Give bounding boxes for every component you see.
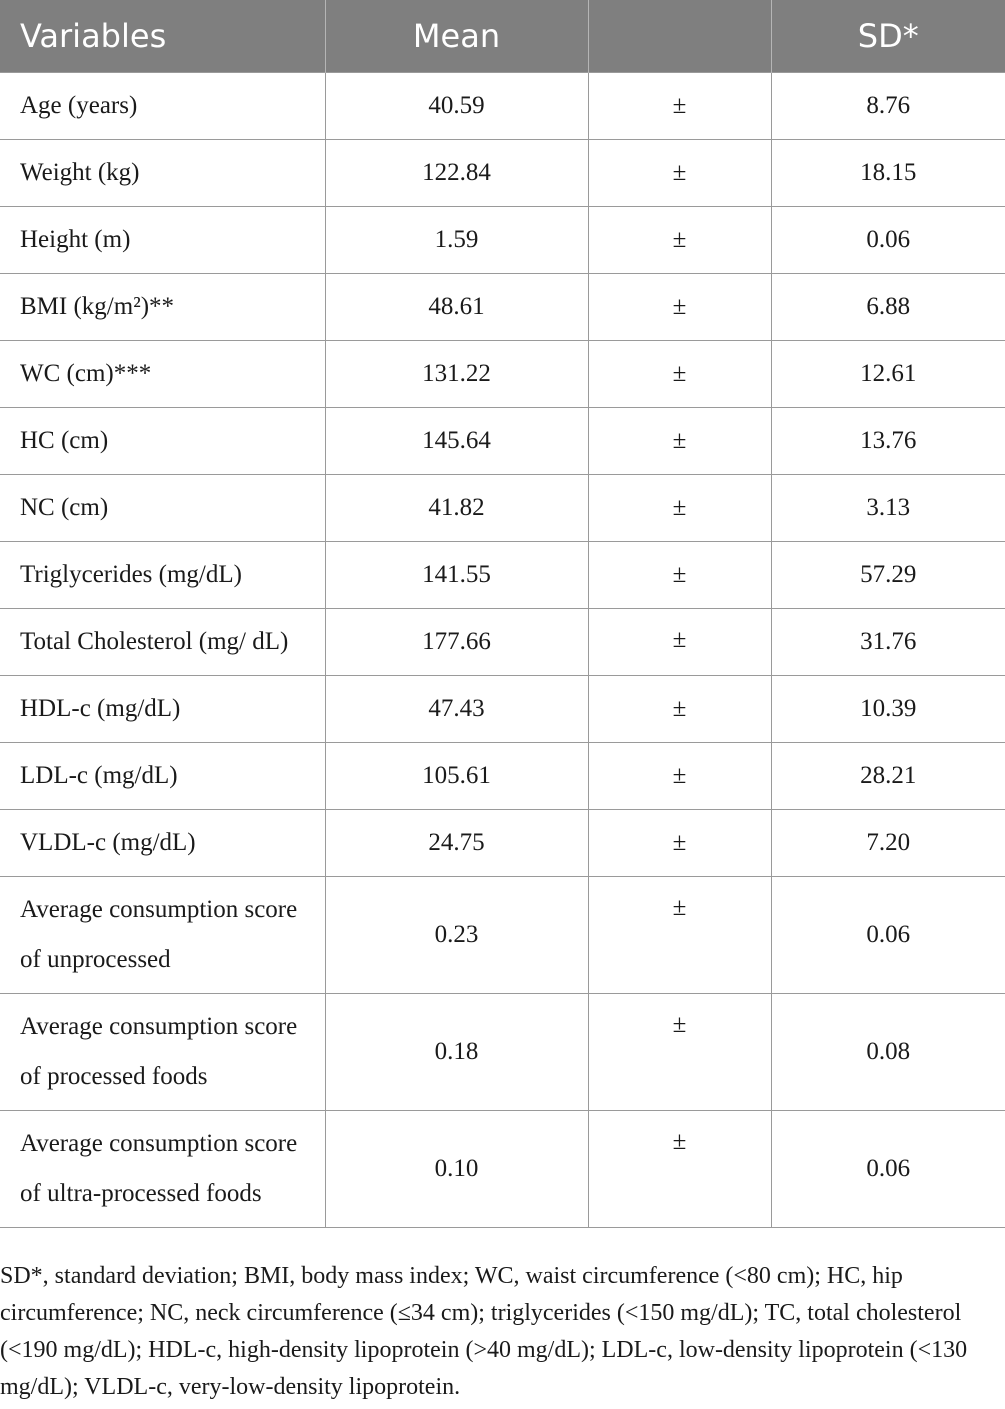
table-row: Height (m) 1.59 ±0.06 — [0, 207, 1005, 274]
data-table: Variables Mean SD* Age (years) 40.59 ±8.76… — [0, 0, 1005, 1228]
variable-cell: Total Cholesterol (mg/ dL) — [0, 609, 325, 676]
header-row: Variables Mean SD* — [0, 0, 1005, 73]
pm-cell: ± — [588, 140, 771, 207]
pm-cell: ± — [588, 408, 771, 475]
table-body: Age (years) 40.59 ±8.76 Weight (kg) 122.84 ±1… — [0, 73, 1005, 1228]
sd-cell: 28.21 — [771, 743, 1005, 810]
table-row: HC (cm) 145.64 ±13.76 — [0, 408, 1005, 475]
pm-cell: ± — [588, 274, 771, 341]
table-row: Weight (kg) 122.84 ±18.15 — [0, 140, 1005, 207]
pm-cell: ± — [588, 341, 771, 408]
mean-cell: 122.84 — [325, 140, 588, 207]
table-row: VLDL-c (mg/dL) 24.75 ±7.20 — [0, 810, 1005, 877]
variable-cell: Average consumption score of ultra-proce… — [0, 1111, 325, 1228]
sd-cell: 0.06 — [771, 877, 1005, 994]
variable-cell: Average consumption score of processed f… — [0, 994, 325, 1111]
header-pm — [588, 0, 771, 73]
table-row: WC (cm)*** 131.22 ±12.61 — [0, 341, 1005, 408]
sd-cell: 18.15 — [771, 140, 1005, 207]
mean-cell: 131.22 — [325, 341, 588, 408]
mean-cell: 47.43 — [325, 676, 588, 743]
pm-cell: ± — [588, 542, 771, 609]
mean-cell: 0.23 — [325, 877, 588, 994]
sd-cell: 0.08 — [771, 994, 1005, 1111]
mean-cell: 40.59 — [325, 73, 588, 140]
variable-cell: HC (cm) — [0, 408, 325, 475]
mean-cell: 145.64 — [325, 408, 588, 475]
header-mean: Mean — [325, 0, 588, 73]
table-row: NC (cm) 41.82 ±3.13 — [0, 475, 1005, 542]
table-row: Total Cholesterol (mg/ dL) 177.66 ±31.76 — [0, 609, 1005, 676]
table-row: Average consumption score of processed f… — [0, 994, 1005, 1111]
table-row: BMI (kg/m²)** 48.61 ±6.88 — [0, 274, 1005, 341]
variable-cell: Triglycerides (mg/dL) — [0, 542, 325, 609]
sd-cell: 12.61 — [771, 341, 1005, 408]
variable-cell: BMI (kg/m²)** — [0, 274, 325, 341]
variable-cell: VLDL-c (mg/dL) — [0, 810, 325, 877]
sd-cell: 10.39 — [771, 676, 1005, 743]
pm-cell: ± — [588, 877, 771, 994]
pm-cell: ± — [588, 609, 771, 676]
variable-cell: Weight (kg) — [0, 140, 325, 207]
sd-cell: 7.20 — [771, 810, 1005, 877]
pm-cell: ± — [588, 1111, 771, 1228]
pm-cell: ± — [588, 207, 771, 274]
sd-cell: 0.06 — [771, 1111, 1005, 1228]
mean-cell: 24.75 — [325, 810, 588, 877]
pm-cell: ± — [588, 676, 771, 743]
variable-cell: HDL-c (mg/dL) — [0, 676, 325, 743]
table-row: Average consumption score of ultra-proce… — [0, 1111, 1005, 1228]
table-row: Age (years) 40.59 ±8.76 — [0, 73, 1005, 140]
table-footnote: SD*, standard deviation; BMI, body mass … — [0, 1258, 1005, 1406]
variable-cell: LDL-c (mg/dL) — [0, 743, 325, 810]
sd-cell: 3.13 — [771, 475, 1005, 542]
sd-cell: 6.88 — [771, 274, 1005, 341]
mean-cell: 0.10 — [325, 1111, 588, 1228]
variable-cell: WC (cm)*** — [0, 341, 325, 408]
mean-cell: 1.59 — [325, 207, 588, 274]
header-sd: SD* — [771, 0, 1005, 73]
variable-cell: Height (m) — [0, 207, 325, 274]
table-row: Triglycerides (mg/dL) 141.55 ±57.29 — [0, 542, 1005, 609]
sd-cell: 13.76 — [771, 408, 1005, 475]
sd-cell: 8.76 — [771, 73, 1005, 140]
sd-cell: 0.06 — [771, 207, 1005, 274]
variable-cell: NC (cm) — [0, 475, 325, 542]
mean-cell: 48.61 — [325, 274, 588, 341]
variable-cell: Age (years) — [0, 73, 325, 140]
variable-cell: Average consumption score of unprocessed — [0, 877, 325, 994]
mean-cell: 105.61 — [325, 743, 588, 810]
pm-cell: ± — [588, 810, 771, 877]
sd-cell: 57.29 — [771, 542, 1005, 609]
pm-cell: ± — [588, 994, 771, 1111]
header-variables: Variables — [0, 0, 325, 73]
table-row: Average consumption score of unprocessed… — [0, 877, 1005, 994]
mean-cell: 41.82 — [325, 475, 588, 542]
sd-cell: 31.76 — [771, 609, 1005, 676]
mean-cell: 177.66 — [325, 609, 588, 676]
table-row: LDL-c (mg/dL) 105.61 ±28.21 — [0, 743, 1005, 810]
mean-cell: 141.55 — [325, 542, 588, 609]
table-row: HDL-c (mg/dL) 47.43 ±10.39 — [0, 676, 1005, 743]
pm-cell: ± — [588, 743, 771, 810]
pm-cell: ± — [588, 475, 771, 542]
pm-cell: ± — [588, 73, 771, 140]
mean-cell: 0.18 — [325, 994, 588, 1111]
table-header: Variables Mean SD* — [0, 0, 1005, 73]
